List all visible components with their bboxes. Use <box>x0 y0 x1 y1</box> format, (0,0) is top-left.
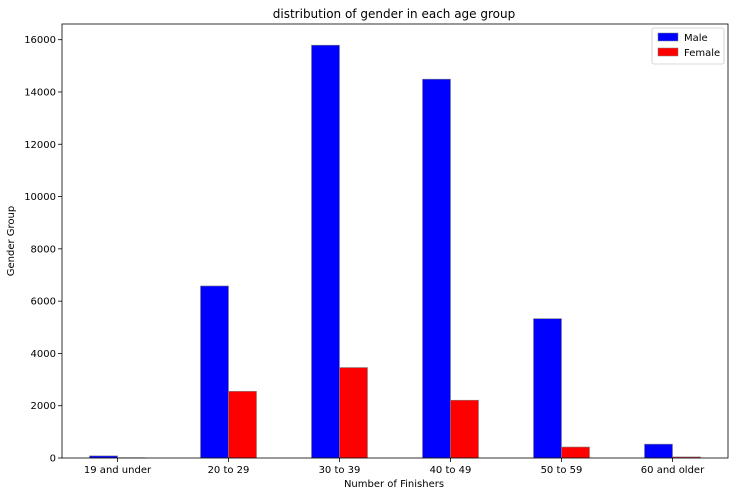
y-tick-label: 8000 <box>31 244 56 255</box>
legend-label-male: Male <box>684 33 708 44</box>
chart-title: distribution of gender in each age group <box>273 7 515 21</box>
x-tick-label: 40 to 49 <box>430 465 472 476</box>
y-axis-label: Gender Group <box>6 206 17 276</box>
y-tick-label: 4000 <box>31 349 56 360</box>
bar-male-5 <box>645 444 673 458</box>
legend-swatch-male <box>658 33 678 41</box>
y-tick-label: 12000 <box>24 140 56 151</box>
legend-label-female: Female <box>684 48 720 59</box>
x-tick-label: 19 and under <box>84 465 152 476</box>
y-tick-label: 16000 <box>24 35 56 46</box>
bar-male-4 <box>534 319 562 458</box>
bar-female-4 <box>562 447 590 458</box>
legend-swatch-female <box>658 48 678 56</box>
y-tick-label: 10000 <box>24 192 56 203</box>
y-tick-label: 2000 <box>31 401 56 412</box>
y-tick-label: 0 <box>50 454 56 465</box>
bar-male-3 <box>423 79 451 458</box>
y-tick-label: 14000 <box>24 87 56 98</box>
y-tick-label: 6000 <box>31 297 56 308</box>
x-tick-label: 50 to 59 <box>541 465 583 476</box>
x-tick-label: 30 to 39 <box>319 465 361 476</box>
bar-female-2 <box>340 368 368 458</box>
x-axis-label: Number of Finishers <box>344 479 444 490</box>
x-tick-label: 20 to 29 <box>208 465 250 476</box>
x-tick-label: 60 and older <box>641 465 705 476</box>
bar-male-2 <box>312 45 340 458</box>
bar-male-1 <box>201 286 229 458</box>
bar-female-1 <box>229 391 257 458</box>
bar-female-3 <box>451 400 479 458</box>
